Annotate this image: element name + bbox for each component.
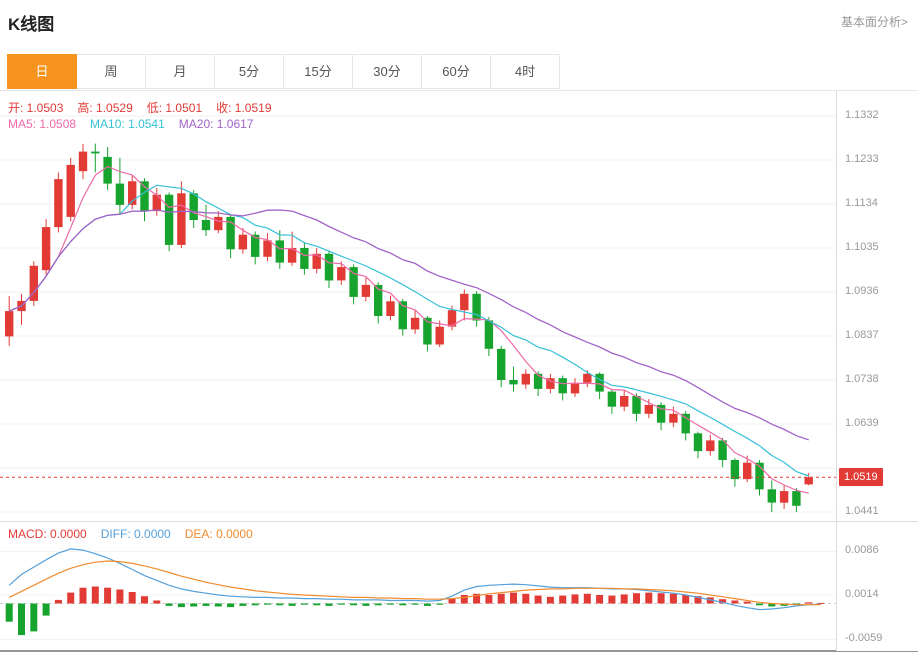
- ma-legend: MA5: 1.0508 MA10: 1.0541 MA20: 1.0617: [8, 117, 267, 131]
- tab-月[interactable]: 月: [145, 54, 215, 89]
- tab-日[interactable]: 日: [7, 54, 77, 89]
- tab-4时[interactable]: 4时: [490, 54, 560, 89]
- candlestick-chart[interactable]: [0, 91, 836, 521]
- ohlc-legend: 开: 1.0503 高: 1.0529 低: 1.0501 收: 1.0519: [8, 99, 286, 116]
- chart-region: 开: 1.0503 高: 1.0529 低: 1.0501 收: 1.0519 MA5…: [0, 90, 918, 652]
- legend-macd-item: MACD: 0.0000: [8, 527, 87, 541]
- price-axis-label: 1.1035: [845, 241, 879, 253]
- price-axis-label: 1.1233: [845, 153, 879, 165]
- macd-legend: MACD: 0.0000 DIFF: 0.0000 DEA: 0.0000: [8, 527, 267, 541]
- price-axis-label: 1.0837: [845, 329, 879, 341]
- macd-axis-label: 0.0014: [845, 588, 879, 600]
- legend-macd-item: DEA: 0.0000: [184, 527, 253, 541]
- header: K线图 基本面分析>: [0, 0, 918, 54]
- page-title: K线图: [8, 15, 55, 34]
- legend-macd-item: DIFF: 0.0000: [100, 527, 171, 541]
- tab-5分[interactable]: 5分: [214, 54, 284, 89]
- current-price-badge: 1.0519: [839, 468, 883, 486]
- macd-chart[interactable]: [0, 521, 836, 651]
- price-axis-label: 1.0738: [845, 373, 879, 385]
- legend-ohlc-item: 收: 1.0519: [216, 101, 272, 115]
- price-axis-label: 1.0441: [845, 505, 879, 517]
- panel-divider: [0, 521, 918, 522]
- legend-ohlc-item: 高: 1.0529: [77, 101, 133, 115]
- tab-周[interactable]: 周: [76, 54, 146, 89]
- price-axis-label: 1.1134: [845, 197, 878, 209]
- legend-ma-item: MA10: 1.0541: [90, 117, 165, 131]
- legend-ma-item: MA20: 1.0617: [178, 117, 254, 131]
- price-axis-label: 1.0936: [845, 285, 879, 297]
- tab-15分[interactable]: 15分: [283, 54, 353, 89]
- timeframe-tabbar: 日周月 5分 15分 30分 60分 4时: [0, 54, 918, 90]
- tab-60分[interactable]: 60分: [421, 54, 491, 89]
- legend-ma-item: MA5: 1.0508: [8, 117, 77, 131]
- price-axis-label: 1.1332: [845, 109, 879, 121]
- legend-ohlc-item: 低: 1.0501: [146, 101, 203, 115]
- fundamental-analysis-link[interactable]: 基本面分析>: [840, 15, 908, 29]
- tab-30分[interactable]: 30分: [352, 54, 422, 89]
- legend-ohlc-item: 开: 1.0503: [8, 101, 64, 115]
- macd-axis-label: 0.0086: [845, 544, 879, 556]
- price-axis: 1.0519 1.1332 1.1233 1.1134 1.1035 1.0936 1.0…: [836, 91, 918, 651]
- price-axis-label: 1.0639: [845, 417, 879, 429]
- macd-axis-label: -0.0059: [845, 632, 883, 644]
